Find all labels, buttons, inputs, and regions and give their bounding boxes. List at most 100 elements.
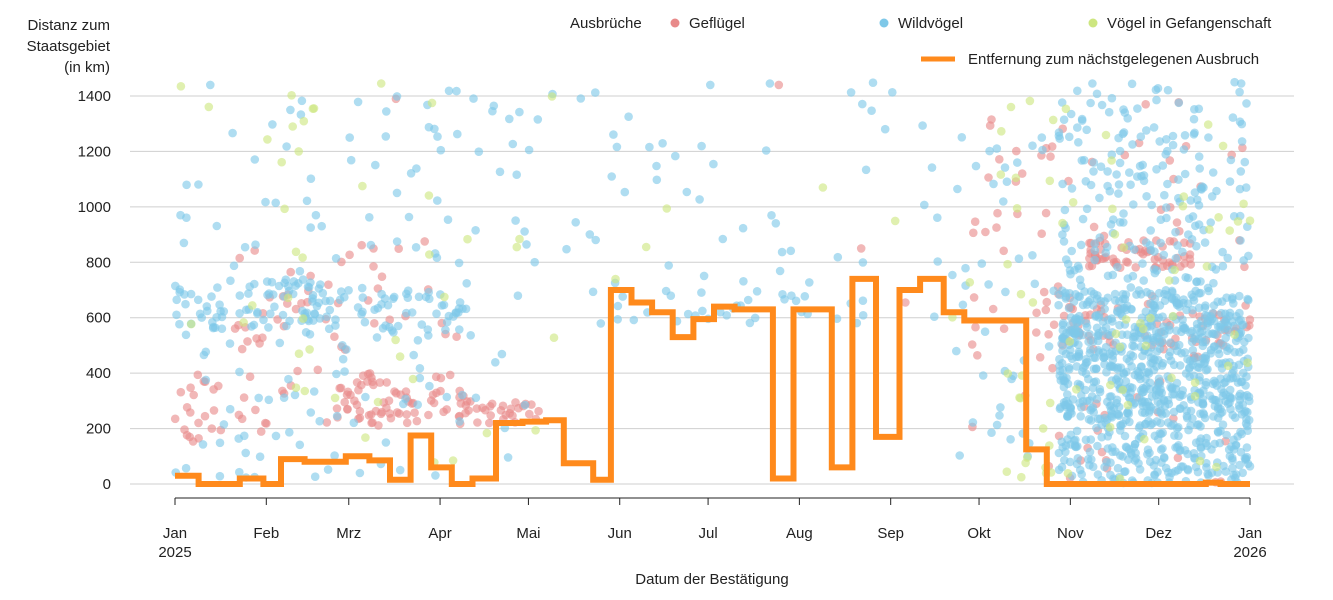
- point-1-1006: [1138, 408, 1147, 417]
- point-1-286: [588, 287, 598, 297]
- point-1-1488: [1100, 462, 1109, 472]
- point-1-211: [302, 196, 312, 206]
- point-1-474: [1162, 213, 1171, 223]
- point-0-9: [245, 372, 255, 382]
- point-1-1204: [1212, 381, 1222, 390]
- point-1-1429: [1073, 454, 1083, 463]
- point-0-83: [375, 378, 385, 387]
- point-1-195: [382, 107, 391, 116]
- point-1-1195: [1188, 360, 1198, 370]
- point-0-99: [402, 418, 412, 428]
- point-1-774: [1174, 431, 1183, 441]
- point-0-84: [402, 410, 412, 419]
- point-1-447: [1092, 89, 1102, 99]
- point-1-769: [1058, 326, 1068, 335]
- point-1-1068: [1235, 347, 1244, 357]
- point-0-43: [322, 418, 332, 427]
- point-1-721: [1168, 131, 1178, 141]
- point-1-658: [1078, 214, 1088, 224]
- point-1-197: [255, 452, 265, 462]
- point-2-93: [1118, 385, 1127, 395]
- point-1-160: [271, 431, 281, 441]
- point-1-143: [215, 438, 225, 448]
- point-2-23: [291, 383, 301, 393]
- point-1-319: [861, 165, 871, 175]
- point-1-83: [310, 309, 319, 319]
- point-1-343: [698, 306, 707, 316]
- point-2-94: [1202, 262, 1212, 271]
- point-1-667: [1128, 271, 1138, 281]
- point-1-227: [512, 170, 521, 179]
- point-1-325: [867, 106, 876, 115]
- point-1-462: [1095, 193, 1104, 203]
- point-1-20: [172, 295, 181, 305]
- point-1-454: [1059, 115, 1069, 124]
- point-0-195: [993, 208, 1002, 218]
- legend-marker-wildvoegel: [879, 18, 889, 28]
- point-1-933: [1082, 322, 1092, 332]
- point-1-1454: [1125, 417, 1134, 427]
- point-2-44: [611, 274, 620, 284]
- point-1-77: [242, 305, 251, 315]
- point-1-1101: [1175, 404, 1185, 413]
- point-1-705: [1211, 265, 1221, 274]
- point-1-234: [281, 275, 291, 285]
- point-1-191: [225, 339, 235, 348]
- point-1-1232: [1176, 390, 1185, 399]
- point-0-180: [999, 246, 1008, 256]
- point-1-1428: [1195, 437, 1204, 446]
- point-1-391: [961, 263, 970, 273]
- point-1-102: [194, 180, 203, 189]
- point-1-273: [357, 309, 366, 319]
- point-2-79: [1058, 218, 1067, 228]
- point-1-18: [250, 279, 259, 289]
- point-1-1466: [1243, 426, 1252, 436]
- point-1-706: [1073, 86, 1082, 96]
- point-1-201: [332, 411, 342, 421]
- point-0-391: [194, 434, 203, 443]
- point-1-123: [469, 94, 478, 103]
- point-0-54: [278, 386, 287, 396]
- point-1-681: [1197, 182, 1207, 191]
- legend-marker-gefluegel: [670, 18, 680, 28]
- point-1-1251: [1161, 409, 1171, 418]
- point-1-694: [1102, 242, 1112, 252]
- point-1-293: [948, 270, 957, 280]
- point-0-56: [313, 365, 323, 375]
- point-0-259: [1245, 315, 1255, 324]
- point-1-40: [217, 324, 227, 334]
- point-1-66: [284, 282, 293, 291]
- point-1-46: [278, 310, 288, 320]
- point-2-104: [1195, 456, 1205, 466]
- point-1-145: [503, 453, 513, 462]
- point-0-127: [376, 409, 386, 419]
- point-1-94: [522, 240, 531, 249]
- point-1-328: [920, 200, 929, 210]
- point-1-1280: [1074, 349, 1084, 359]
- point-1-574: [1125, 168, 1134, 177]
- point-2-7: [204, 102, 214, 112]
- point-2-19: [277, 157, 287, 167]
- point-1-661: [1097, 432, 1106, 442]
- point-2-63: [1048, 115, 1058, 125]
- point-1-282: [571, 218, 580, 227]
- point-1-140: [372, 333, 382, 342]
- point-1-1269: [1072, 362, 1081, 371]
- point-1-368: [661, 286, 671, 296]
- point-1-605: [1207, 192, 1217, 201]
- point-1-126: [443, 215, 453, 224]
- point-1-170: [520, 400, 530, 410]
- point-2-49: [1106, 380, 1115, 390]
- point-2-59: [1107, 156, 1116, 165]
- point-1-1304: [1132, 290, 1141, 299]
- point-1-1487: [1240, 454, 1250, 463]
- point-0-16: [186, 383, 195, 393]
- point-1-1276: [1102, 330, 1111, 339]
- point-2-57: [1121, 315, 1131, 324]
- point-1-532: [1142, 126, 1151, 135]
- point-0-12: [234, 410, 244, 420]
- point-1-640: [1086, 98, 1095, 108]
- point-0-70: [332, 404, 342, 413]
- point-0-347: [1089, 222, 1099, 232]
- point-1-645: [1239, 256, 1248, 265]
